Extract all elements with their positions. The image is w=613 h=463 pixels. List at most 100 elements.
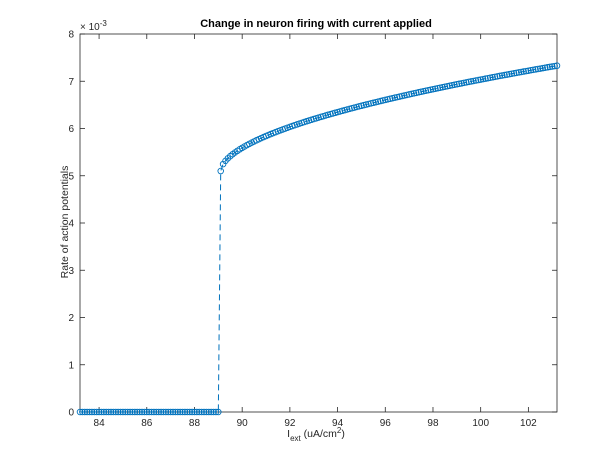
data-point bbox=[124, 408, 131, 416]
data-point bbox=[424, 86, 432, 94]
plot-area bbox=[79, 33, 558, 413]
data-point bbox=[539, 64, 546, 72]
data-point bbox=[517, 68, 525, 76]
data-point bbox=[470, 77, 477, 85]
data-point bbox=[86, 408, 93, 416]
y-tick-label: 7 bbox=[68, 77, 74, 88]
data-point bbox=[157, 408, 165, 416]
data-point bbox=[379, 97, 387, 104]
data-point bbox=[448, 81, 456, 89]
axes-box bbox=[79, 33, 558, 413]
data-point bbox=[455, 80, 463, 88]
data-point bbox=[422, 87, 430, 94]
data-point bbox=[396, 93, 403, 100]
data-point bbox=[427, 86, 434, 93]
data-point bbox=[193, 408, 201, 416]
data-point bbox=[534, 65, 542, 73]
data-point bbox=[537, 65, 544, 72]
data-point bbox=[167, 408, 174, 416]
data-point bbox=[217, 167, 224, 175]
data-point bbox=[114, 408, 122, 416]
y-tick-label: 6 bbox=[68, 124, 74, 135]
data-point bbox=[432, 85, 439, 92]
data-point bbox=[541, 64, 549, 71]
data-point bbox=[498, 72, 506, 79]
data-point bbox=[88, 408, 96, 416]
data-point bbox=[382, 96, 389, 104]
data-point bbox=[546, 63, 554, 71]
data-point bbox=[83, 408, 91, 416]
data-point bbox=[420, 88, 427, 95]
data-point bbox=[553, 62, 561, 69]
data-point bbox=[164, 408, 172, 416]
x-tick-label: 84 bbox=[94, 418, 106, 429]
data-point bbox=[76, 408, 84, 416]
data-point bbox=[98, 408, 105, 416]
data-point bbox=[198, 408, 205, 416]
data-point bbox=[491, 73, 499, 81]
x-tick-label: 92 bbox=[284, 418, 296, 429]
data-point bbox=[410, 90, 418, 97]
data-point bbox=[496, 72, 504, 80]
data-point bbox=[465, 78, 473, 86]
data-point bbox=[148, 408, 155, 416]
data-point bbox=[515, 69, 523, 76]
data-point bbox=[126, 408, 134, 416]
data-point bbox=[453, 81, 461, 88]
data-point bbox=[212, 408, 220, 416]
data-point bbox=[501, 71, 508, 79]
x-tick-label: 86 bbox=[141, 418, 153, 429]
x-tick-label: 98 bbox=[427, 418, 439, 429]
data-point bbox=[494, 73, 501, 80]
data-point bbox=[186, 408, 193, 416]
data-point bbox=[162, 408, 170, 416]
data-point bbox=[522, 67, 530, 75]
data-point bbox=[510, 70, 518, 77]
data-point bbox=[484, 74, 492, 82]
data-point bbox=[482, 75, 489, 82]
x-axis-label-units-suffix: ) bbox=[341, 428, 345, 440]
data-point bbox=[179, 408, 186, 416]
data-point bbox=[374, 98, 382, 105]
data-point bbox=[479, 75, 487, 83]
y-tick-label: 5 bbox=[68, 171, 74, 182]
data-point bbox=[472, 77, 480, 84]
x-tick-label: 96 bbox=[380, 418, 392, 429]
x-axis-label-units-prefix: (uA/cm bbox=[301, 428, 337, 440]
y-tick-label: 4 bbox=[68, 219, 74, 230]
data-point bbox=[386, 95, 394, 103]
y-axis-label: Rate of action potentials bbox=[59, 166, 71, 279]
data-point bbox=[131, 408, 139, 416]
y-tick-label: 8 bbox=[68, 30, 74, 41]
data-point bbox=[200, 408, 208, 416]
data-point bbox=[176, 408, 184, 416]
y-tick-label: 0 bbox=[68, 408, 74, 419]
data-point bbox=[79, 408, 86, 416]
data-point bbox=[551, 62, 558, 70]
data-point bbox=[100, 408, 108, 416]
data-point bbox=[393, 93, 401, 101]
data-point bbox=[401, 92, 408, 99]
data-point bbox=[391, 94, 399, 101]
data-point bbox=[119, 408, 127, 416]
x-tick-label: 94 bbox=[332, 418, 344, 429]
data-point bbox=[95, 408, 103, 416]
data-point bbox=[458, 80, 465, 87]
x-axis-label-subscript: ext bbox=[290, 434, 301, 443]
data-point bbox=[112, 408, 120, 416]
x-tick-label: 88 bbox=[189, 418, 201, 429]
data-point bbox=[150, 408, 158, 416]
data-point bbox=[93, 408, 100, 416]
y-tick-label: 2 bbox=[68, 313, 74, 324]
data-point bbox=[417, 88, 425, 96]
data-point bbox=[105, 408, 112, 416]
x-tick-label: 90 bbox=[237, 418, 249, 429]
x-axis-label-main: I bbox=[287, 428, 290, 440]
data-point bbox=[441, 83, 449, 90]
chart-title: Change in neuron firing with current app… bbox=[200, 18, 432, 30]
data-point bbox=[529, 66, 537, 74]
data-point bbox=[370, 99, 377, 107]
data-point bbox=[110, 408, 117, 416]
data-point bbox=[377, 97, 384, 105]
